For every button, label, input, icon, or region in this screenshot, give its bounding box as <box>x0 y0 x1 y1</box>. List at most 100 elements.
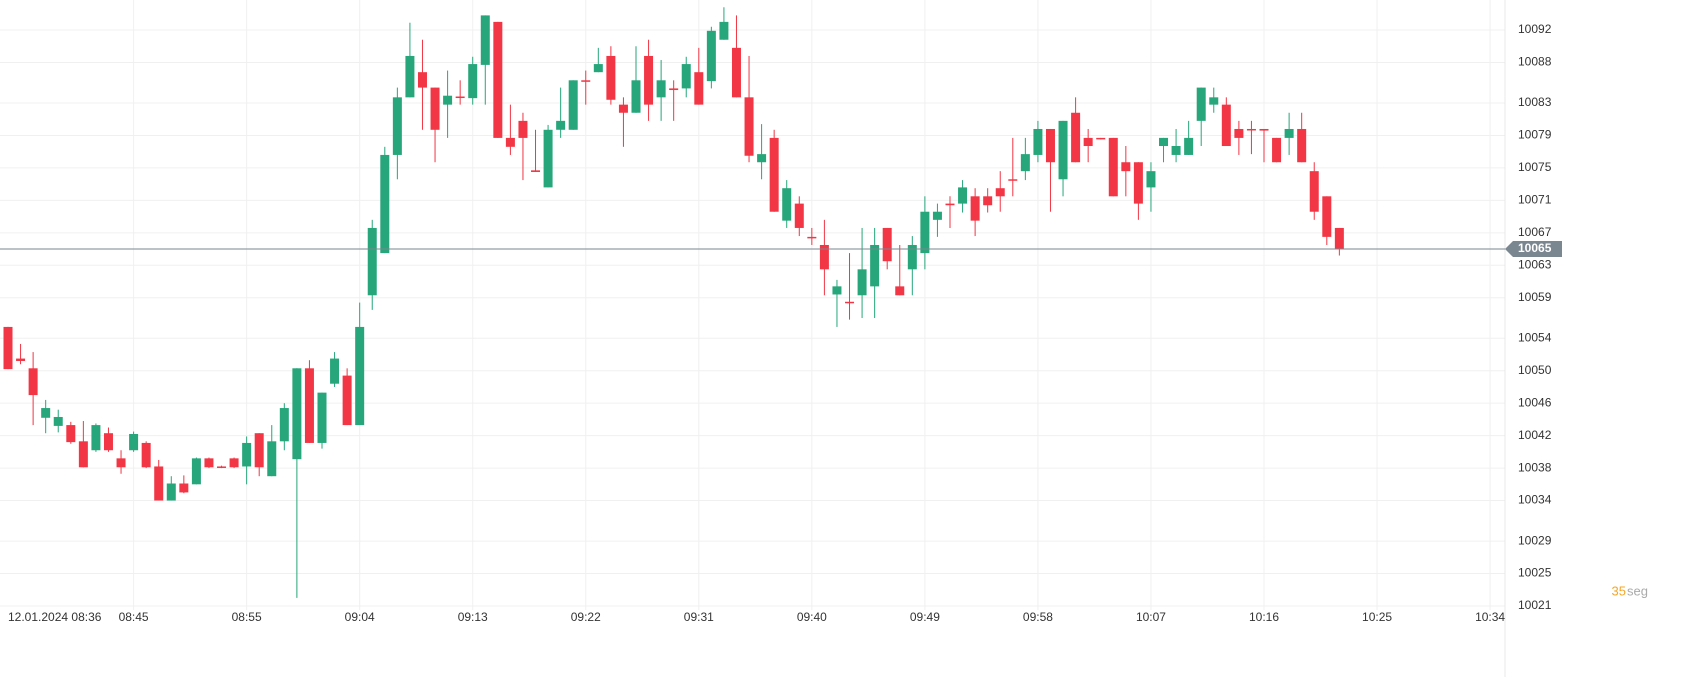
candle-body <box>1133 162 1143 204</box>
candle-body <box>832 286 842 295</box>
candle-body <box>279 408 289 442</box>
candle-body <box>254 433 264 468</box>
candle-body <box>66 425 76 443</box>
candle-body <box>1146 171 1156 188</box>
candle-body <box>518 120 528 138</box>
candle-body <box>116 458 126 468</box>
candle-body <box>870 244 880 287</box>
grid <box>0 0 1506 677</box>
axis-labels: 10092 10088 10083 10079 10075 10071 10067 10063… <box>8 22 1562 624</box>
candle-body <box>606 55 616 100</box>
candle-body <box>719 21 729 40</box>
candle-body <box>367 227 377 296</box>
candle-body <box>706 30 716 82</box>
candle-body <box>932 211 942 220</box>
candle-body <box>493 21 503 138</box>
y-tick-label: 10021 <box>1518 598 1552 612</box>
candle-body <box>267 441 277 477</box>
candle-body <box>103 433 113 451</box>
candle-body <box>895 286 905 296</box>
y-tick-label: 10088 <box>1518 55 1552 69</box>
x-tick-label: 09:22 <box>571 610 601 624</box>
y-tick-label: 10042 <box>1518 428 1552 442</box>
candle-body <box>970 196 980 221</box>
candle-body <box>983 196 993 206</box>
candle-body <box>1259 128 1269 131</box>
candle-body <box>1058 120 1068 180</box>
candle-body <box>907 244 917 270</box>
candle-body <box>1184 137 1194 155</box>
candle-body <box>1083 137 1093 147</box>
x-tick-label: 10:25 <box>1362 610 1392 624</box>
candle-body <box>556 120 566 130</box>
y-tick-label: 10046 <box>1518 395 1552 409</box>
candle-body <box>958 187 968 204</box>
candle-body <box>154 466 164 501</box>
y-tick-label: 10075 <box>1518 160 1552 174</box>
x-tick-label: 09:31 <box>684 610 714 624</box>
candle-body <box>380 154 390 254</box>
candle-body <box>505 137 515 147</box>
candle-body <box>217 466 227 468</box>
candle-body <box>857 269 867 296</box>
candle-body <box>1334 227 1344 250</box>
candles <box>0 7 1505 598</box>
candle-body <box>794 203 804 228</box>
x-tick-label: 12.01.2024 08:36 <box>8 610 102 624</box>
y-tick-label: 10083 <box>1518 95 1552 109</box>
candle-body <box>1121 162 1131 172</box>
candle-body <box>744 97 754 156</box>
candle-body <box>292 368 302 460</box>
price-label: 10065 <box>1518 241 1552 255</box>
candle-body <box>41 408 51 418</box>
candle-body <box>694 72 704 105</box>
candle-body <box>317 392 327 443</box>
candle-body <box>1234 128 1244 138</box>
candle-body <box>1209 97 1219 105</box>
y-tick-label: 10059 <box>1518 290 1552 304</box>
candle-body <box>681 64 691 89</box>
candle-body <box>731 47 741 98</box>
candle-body <box>631 80 641 113</box>
candle-body <box>141 442 151 468</box>
y-tick-label: 10025 <box>1518 566 1552 580</box>
candle-body <box>1008 179 1018 181</box>
candle-body <box>405 55 415 98</box>
candle-body <box>229 458 239 468</box>
y-tick-label: 10034 <box>1518 493 1552 507</box>
candle-body <box>191 458 201 485</box>
candle-body <box>1071 112 1081 163</box>
candle-body <box>618 104 628 113</box>
candle-body <box>920 211 930 254</box>
candle-body <box>242 442 252 467</box>
candle-body <box>807 236 817 239</box>
candle-body <box>455 96 465 99</box>
candle-body <box>342 375 352 426</box>
candle-body <box>1020 154 1030 172</box>
candle-body <box>531 170 541 172</box>
candle-body <box>845 301 855 304</box>
candle-body <box>644 55 654 105</box>
candle-body <box>78 441 88 468</box>
candle-body <box>1171 146 1181 155</box>
y-tick-label: 10054 <box>1518 330 1552 344</box>
y-tick-label: 10038 <box>1518 460 1552 474</box>
countdown: 35 <box>1612 583 1626 598</box>
candle-body <box>1159 137 1169 147</box>
x-tick-label: 10:16 <box>1249 610 1279 624</box>
candle-body <box>355 326 365 426</box>
x-tick-label: 10:34 <box>1475 610 1505 624</box>
candle-body <box>1196 87 1206 121</box>
y-tick-label: 10071 <box>1518 193 1552 207</box>
x-tick-label: 09:49 <box>910 610 940 624</box>
candle-body <box>392 97 402 155</box>
candle-body <box>1284 128 1294 138</box>
candle-body <box>995 188 1005 197</box>
candle-body <box>593 64 603 73</box>
candle-body <box>1045 128 1055 163</box>
countdown-unit: seg <box>1627 583 1648 598</box>
candle-body <box>543 129 553 188</box>
candle-body <box>1246 128 1256 131</box>
x-tick-label: 10:07 <box>1136 610 1166 624</box>
